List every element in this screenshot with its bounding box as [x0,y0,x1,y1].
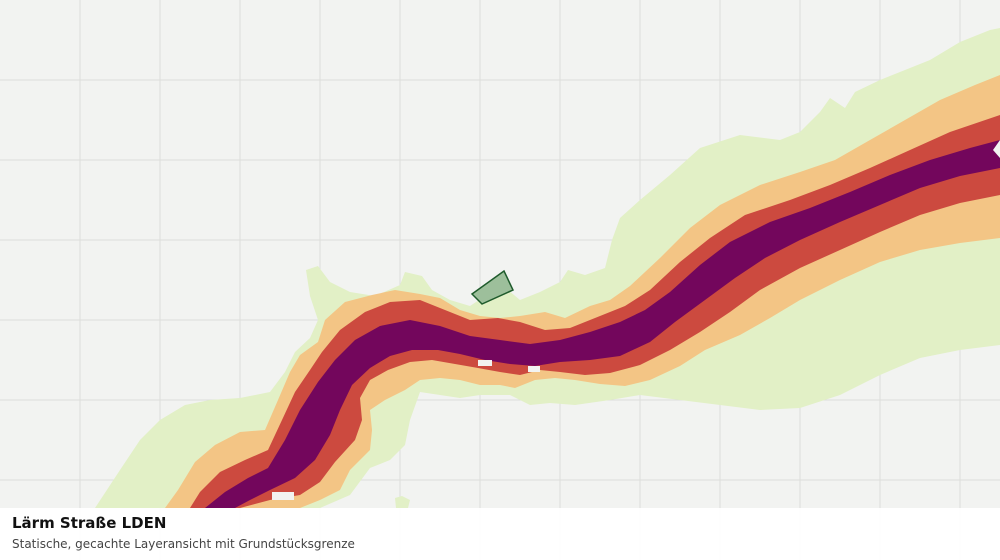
parcel-boundary[interactable] [470,269,515,305]
noise-band-light-fragment [395,496,410,508]
map-gap [528,366,540,372]
noise-band-core [205,140,1000,508]
map-caption: Lärm Straße LDEN Statische, gecachte Lay… [0,508,1000,560]
map-gap [478,360,492,366]
map-notch [993,140,1000,158]
map-gap [272,492,294,500]
map-title: Lärm Straße LDEN [12,514,167,532]
map-subtitle: Statische, gecachte Layeransicht mit Gru… [12,537,355,551]
noise-band-orange [165,75,1000,508]
